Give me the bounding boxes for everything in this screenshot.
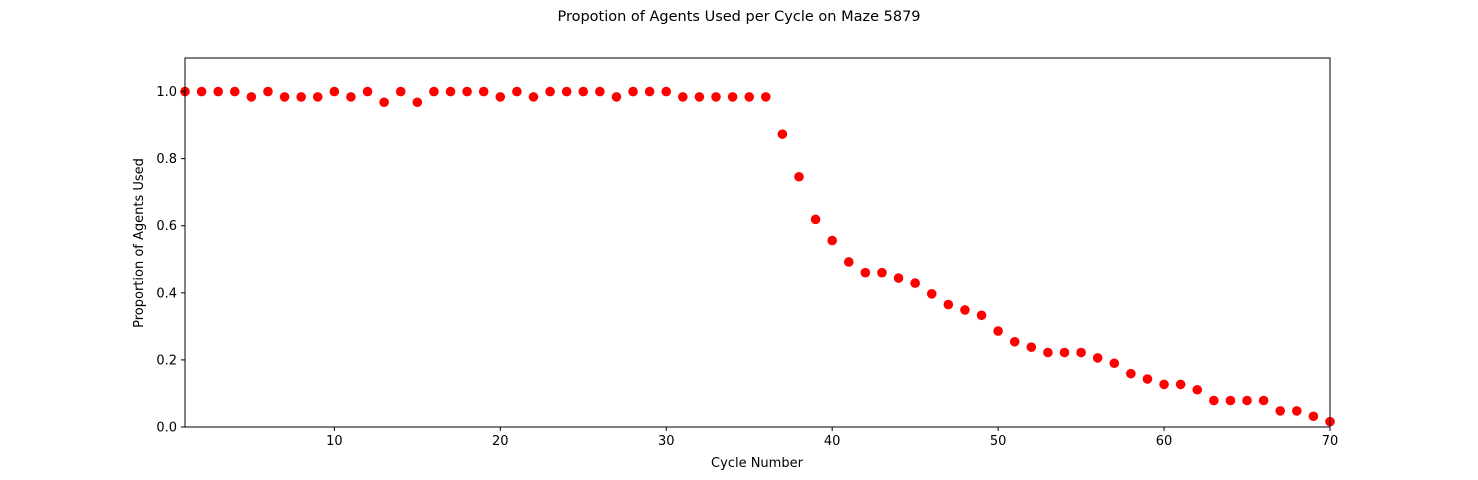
- x-tick-label: 50: [990, 434, 1007, 449]
- data-point: [827, 235, 837, 246]
- data-point: [1126, 368, 1136, 379]
- data-point: [296, 92, 306, 102]
- y-axis-label: Proportion of Agents Used: [132, 158, 147, 328]
- data-point: [1009, 336, 1020, 347]
- data-point: [1225, 395, 1236, 406]
- y-axis-ticks: 0.0 0.2 0.4 0.6 0.8 1.0: [156, 85, 185, 436]
- data-point: [379, 97, 389, 108]
- data-point: [196, 86, 207, 97]
- x-tick-label: 60: [1156, 434, 1173, 449]
- data-point: [711, 92, 721, 102]
- data-point: [528, 92, 539, 102]
- data-point: [329, 86, 340, 97]
- data-point: [960, 305, 970, 315]
- data-point: [1192, 384, 1203, 395]
- data-point: [761, 92, 771, 102]
- data-point: [926, 289, 937, 299]
- data-point: [1258, 395, 1269, 406]
- x-tick-label: 70: [1322, 434, 1339, 449]
- data-point: [1292, 406, 1302, 416]
- data-point: [495, 92, 506, 102]
- data-point: [246, 92, 257, 102]
- y-tick-label: 0.6: [156, 219, 177, 234]
- data-point: [1059, 347, 1070, 358]
- data-point: [727, 92, 738, 102]
- data-point: [777, 129, 788, 139]
- data-point: [429, 86, 439, 97]
- x-tick-label: 10: [326, 434, 343, 449]
- data-point: [462, 86, 472, 97]
- data-point: [1209, 395, 1219, 406]
- data-point: [1092, 353, 1103, 363]
- plot-area-frame: [184, 57, 1331, 428]
- data-point: [1308, 411, 1319, 422]
- data-point: [1142, 374, 1153, 384]
- data-point: [595, 86, 605, 97]
- data-point: [661, 86, 672, 97]
- x-axis-label: Cycle Number: [711, 456, 804, 471]
- data-point: [1026, 342, 1037, 352]
- data-point: [1175, 379, 1186, 390]
- x-tick-label: 20: [492, 434, 509, 449]
- data-point: [561, 86, 572, 97]
- x-tick-label: 40: [824, 434, 841, 449]
- data-point: [213, 86, 223, 97]
- data-point: [843, 257, 854, 267]
- data-point: [1076, 347, 1086, 358]
- data-point: [229, 86, 240, 97]
- data-point: [993, 326, 1003, 336]
- data-point: [346, 92, 356, 102]
- data-point: [1242, 395, 1252, 406]
- data-point: [794, 171, 804, 182]
- data-point: [395, 86, 406, 97]
- data-point: [877, 267, 887, 278]
- y-tick-label: 0.4: [156, 286, 177, 301]
- data-point: [279, 92, 290, 102]
- data-point: [893, 273, 904, 283]
- data-point: [412, 97, 423, 108]
- data-point: [694, 92, 705, 102]
- data-point: [1043, 347, 1053, 358]
- chart-title: Propotion of Agents Used per Cycle on Ma…: [557, 9, 920, 25]
- data-point: [478, 86, 489, 97]
- data-point: [644, 86, 655, 97]
- data-point: [611, 92, 622, 102]
- data-points: [180, 86, 1335, 427]
- data-point: [578, 86, 589, 97]
- data-point: [445, 86, 456, 97]
- data-point: [362, 86, 373, 97]
- x-axis-ticks: 10 20 30 40 50 60 70: [326, 427, 1338, 449]
- data-point: [678, 92, 688, 102]
- data-point: [628, 86, 638, 97]
- data-point: [976, 310, 987, 321]
- data-point: [744, 92, 754, 102]
- y-tick-label: 0.8: [156, 152, 177, 167]
- data-point: [1159, 379, 1169, 390]
- data-point: [943, 299, 954, 310]
- data-point: [1275, 406, 1286, 416]
- data-point: [860, 267, 871, 278]
- data-point: [910, 278, 920, 288]
- data-point: [810, 214, 821, 225]
- y-tick-label: 0.2: [156, 353, 177, 368]
- data-point: [1109, 358, 1120, 369]
- data-point: [545, 86, 555, 97]
- data-point: [512, 86, 522, 97]
- data-point: [312, 92, 323, 102]
- y-tick-label: 0.0: [156, 421, 177, 436]
- data-point: [263, 86, 273, 97]
- x-tick-label: 30: [658, 434, 675, 449]
- y-tick-label: 1.0: [156, 85, 177, 100]
